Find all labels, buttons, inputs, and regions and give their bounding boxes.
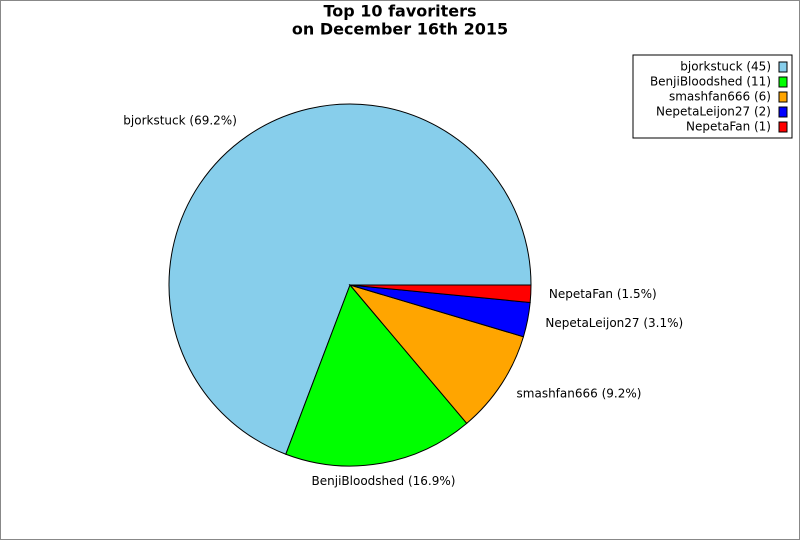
slice-label: NepetaFan (1.5%) <box>549 287 657 301</box>
legend-swatch <box>778 76 788 88</box>
chart-title: Top 10 favoriters <box>323 2 476 21</box>
pie-slice <box>168 103 532 455</box>
pie-slice <box>348 284 525 425</box>
pie-slice <box>349 284 532 304</box>
legend-swatch <box>778 121 788 133</box>
legend-label: smashfan666 (6) <box>669 90 771 104</box>
legend-label: BenjiBloodshed (11) <box>650 75 771 89</box>
slice-label: BenjiBloodshed (16.9%) <box>312 474 456 488</box>
slice-label: NepetaLeijon27 (3.1%) <box>545 316 683 330</box>
legend-swatch <box>778 106 788 118</box>
slice-label: bjorkstuck (69.2%) <box>123 114 237 128</box>
legend-swatch <box>778 61 788 73</box>
legend-swatch <box>778 91 788 103</box>
slice-label: smashfan666 (9.2%) <box>517 387 642 401</box>
legend-label: NepetaLeijon27 (2) <box>656 105 771 119</box>
legend-box <box>632 54 793 139</box>
chart-subtitle: on December 16th 2015 <box>292 20 508 39</box>
legend-label: bjorkstuck (45) <box>680 60 771 74</box>
pie-slice <box>285 284 468 467</box>
legend-label: NepetaFan (1) <box>686 120 771 134</box>
